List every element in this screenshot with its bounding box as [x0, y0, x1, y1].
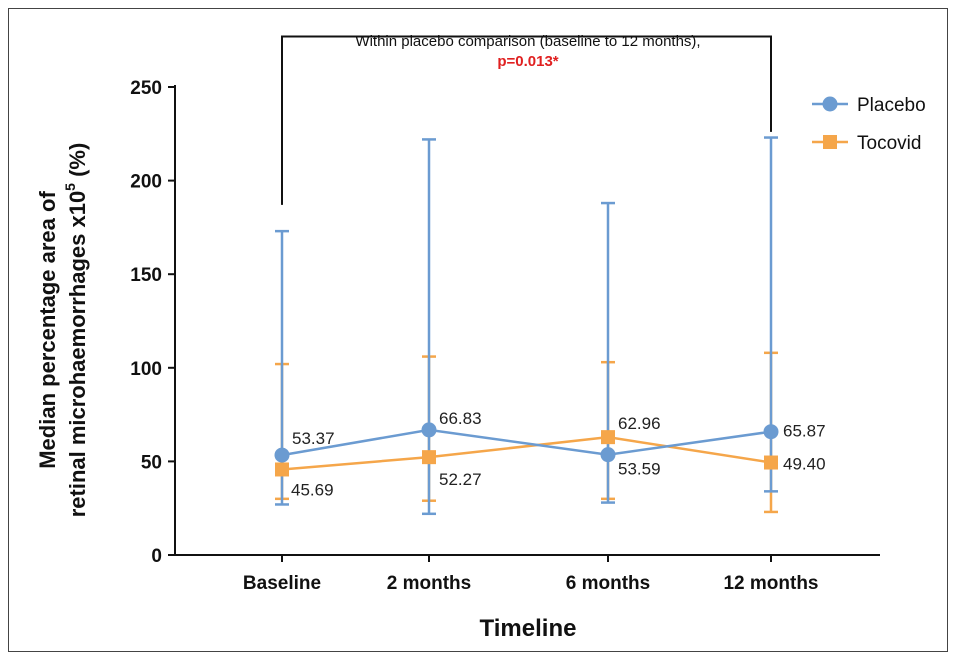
- data-label-placebo: 65.87: [783, 422, 826, 441]
- x-tick-label: 2 months: [387, 573, 471, 594]
- marker-placebo: [763, 424, 779, 440]
- marker-tocovid: [601, 430, 615, 445]
- data-label-placebo: 53.59: [618, 460, 661, 479]
- marker-tocovid: [764, 455, 778, 470]
- y-axis-title-superscript: 5: [62, 183, 78, 191]
- series-line-placebo: [281, 428, 772, 457]
- data-label-placebo: 53.37: [292, 429, 335, 448]
- data-label-tocovid: 45.69: [291, 480, 334, 499]
- significance-bracket: [281, 35, 772, 205]
- axes: [168, 85, 880, 562]
- legend-label-tocovid: Tocovid: [857, 133, 921, 154]
- y-tick-label: 50: [141, 452, 162, 473]
- data-label-tocovid: 52.27: [439, 470, 482, 489]
- y-tick-label: 100: [130, 359, 162, 380]
- bracket-line: [281, 35, 772, 205]
- y-tick-label: 200: [130, 172, 162, 193]
- figure-frame: [8, 8, 948, 652]
- data-label-tocovid: 62.96: [618, 414, 661, 433]
- y-tick-labels: 0 50 100 150 200 250: [130, 78, 162, 567]
- y-tick-label: 250: [130, 78, 162, 99]
- y-axis-title-line1: Median percentage area of: [35, 191, 60, 469]
- marker-tocovid: [275, 462, 289, 477]
- legend-marker-placebo: [822, 96, 838, 112]
- y-axis-title-main: retinal microhaemorrhages x10: [65, 191, 90, 517]
- y-axis-title-line2: retinal microhaemorrhages x105 (%): [62, 143, 90, 518]
- series-lines: [281, 428, 772, 471]
- data-label-tocovid: 49.40: [783, 455, 826, 474]
- legend-label-placebo: Placebo: [857, 95, 926, 116]
- series-line-tocovid: [281, 435, 772, 471]
- x-axis-title: Timeline: [480, 615, 577, 642]
- data-labels: 53.37 66.83 53.59 65.87 45.69 52.27 62.96 49.40: [291, 409, 826, 500]
- marker-tocovid: [422, 450, 436, 465]
- y-tick-label: 150: [130, 265, 162, 286]
- legend-marker-tocovid: [823, 135, 837, 149]
- data-label-placebo: 66.83: [439, 409, 482, 428]
- x-tick-labels: Baseline 2 months 6 months 12 months: [243, 573, 819, 594]
- y-tick-label: 0: [151, 546, 162, 567]
- p-value-text: p=0.013*: [497, 53, 558, 70]
- marker-placebo: [274, 447, 290, 463]
- series-markers: [274, 422, 779, 477]
- x-tick-label: 12 months: [723, 573, 818, 594]
- y-axis-title-tail: (%): [65, 143, 90, 183]
- x-tick-label: Baseline: [243, 573, 321, 594]
- legend: Placebo Tocovid: [812, 95, 926, 154]
- marker-placebo: [421, 422, 437, 438]
- x-tick-label: 6 months: [566, 573, 650, 594]
- error-bars: [275, 136, 778, 516]
- marker-placebo: [600, 447, 616, 463]
